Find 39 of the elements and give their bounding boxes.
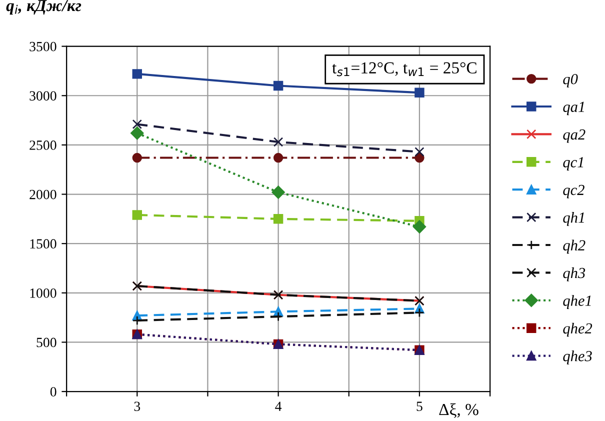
- y-tick-label: 2000: [30, 190, 56, 200]
- point: [132, 69, 142, 79]
- point: [273, 214, 284, 224]
- point: [412, 220, 426, 234]
- legend-label: qh3: [563, 267, 586, 282]
- legend-label: qc2: [563, 184, 584, 198]
- legend-label: qhe2: [563, 322, 592, 337]
- point: [414, 88, 424, 98]
- annotation: t$_{s1}$=12°C, t$_{w1}$ = 25°C: [332, 62, 476, 76]
- legend-label: q0: [563, 74, 578, 88]
- y-tick-label: 3500: [30, 42, 56, 52]
- legend-label: qhe3: [563, 350, 592, 364]
- point: [272, 186, 285, 199]
- x-tick-label: 3: [134, 402, 140, 412]
- y-tick-label: 500: [36, 338, 56, 348]
- legend-label: qa1: [563, 102, 584, 116]
- point: [132, 210, 142, 220]
- y-tick-label: 1000: [30, 288, 56, 298]
- legend-label: qh2: [563, 240, 586, 254]
- x-axis-title: Δξ, %: [439, 403, 478, 418]
- legend-label: qhe1: [563, 295, 591, 309]
- y-tick-label: 3000: [30, 91, 56, 101]
- point: [132, 152, 142, 163]
- point: [414, 308, 424, 318]
- x-tick-label: 4: [275, 402, 282, 411]
- point: [130, 126, 144, 140]
- point: [132, 119, 142, 130]
- point: [273, 152, 284, 163]
- legend-label: qa2: [563, 129, 586, 143]
- point: [273, 80, 284, 91]
- point: [414, 146, 424, 157]
- legend-label: qc1: [563, 157, 584, 170]
- y-axis-title: q$_{i}$, кДж/кг: [6, 0, 82, 15]
- legend-label: qh1: [563, 212, 584, 226]
- x-tick-label: 5: [416, 402, 422, 412]
- point: [273, 137, 284, 147]
- y-tick-label: 1500: [30, 239, 56, 249]
- y-tick-label: 0: [50, 387, 56, 396]
- y-tick-label: 2500: [30, 140, 56, 150]
